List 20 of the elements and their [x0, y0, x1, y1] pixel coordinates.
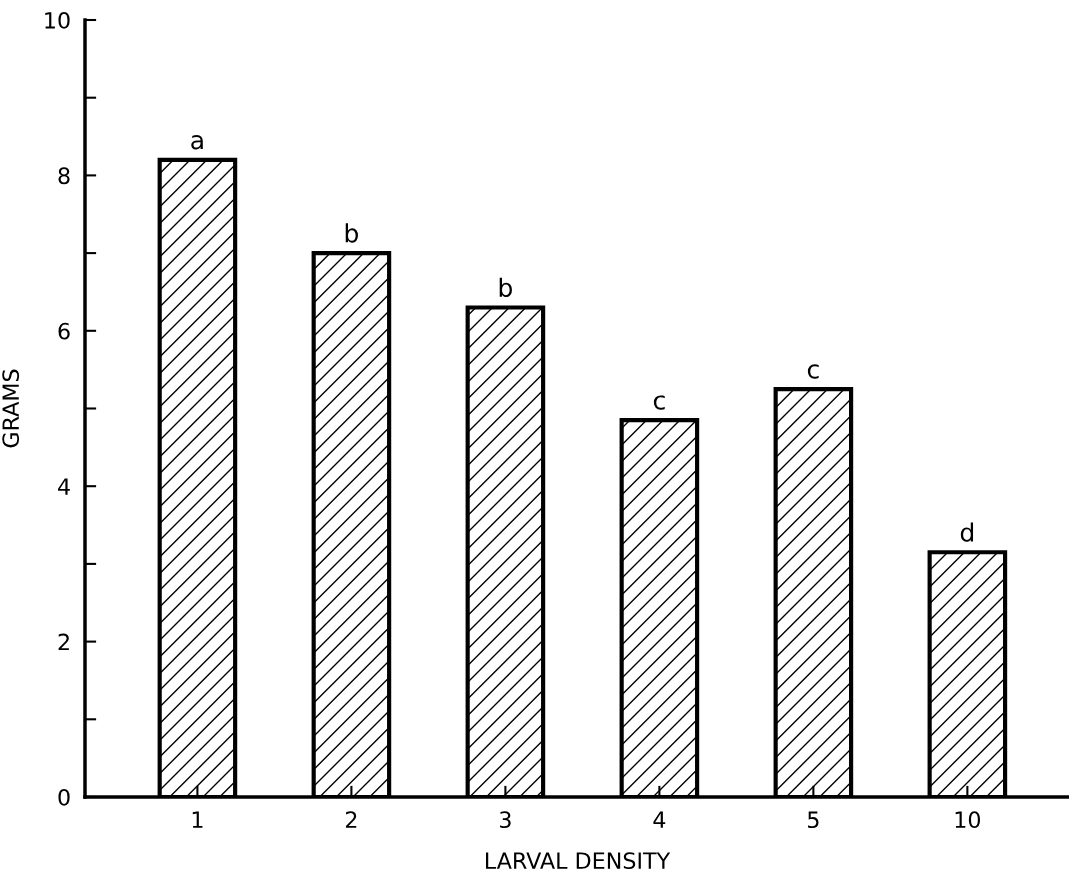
annotation: c [653, 395, 665, 410]
x-tick-label: 5 [808, 811, 819, 829]
y-tick-label: 4 [58, 478, 70, 495]
x-tick-label: 2 [345, 811, 357, 828]
annotation: d [960, 522, 974, 542]
annotation: a [191, 135, 203, 150]
annotation: b [345, 223, 358, 243]
annotation: b [499, 277, 512, 298]
y-tick-label: 8 [58, 167, 70, 185]
x-tick-label: 1 [192, 811, 203, 828]
x-tick-label: 3 [500, 811, 511, 829]
y-tick-label: 10 [45, 11, 70, 29]
x-tick-label: 4 [653, 811, 666, 828]
y-tick-label: 0 [58, 788, 70, 806]
annotation: c [807, 364, 819, 379]
y-tick-label: 6 [58, 322, 70, 340]
y-axis-title: GRAMS [2, 369, 20, 448]
x-tick-label: 10 [955, 811, 981, 829]
y-tick-label: 2 [58, 633, 69, 651]
x-axis-title: LARVAL DENSITY [486, 852, 671, 870]
